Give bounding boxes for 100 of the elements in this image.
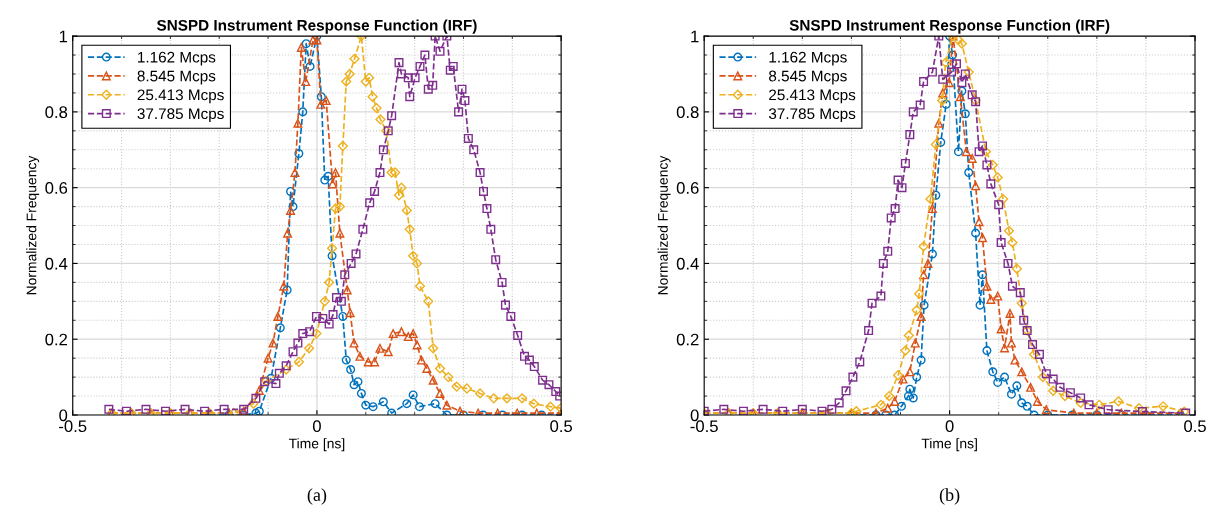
point [931,190,941,200]
point [905,367,915,377]
point [957,78,967,88]
point [884,390,895,402]
point [908,107,918,117]
point [974,147,984,157]
y-tick-label: 1 [691,30,699,43]
point [738,406,748,416]
point [957,86,967,96]
point [975,300,985,310]
y-tick-label: 0.6 [45,182,68,194]
point [298,107,308,117]
y-axis-title: Normalized Frequency [26,155,40,295]
point [841,386,851,396]
point [936,137,946,147]
point [947,67,957,77]
y-tick-label: 0.8 [676,106,699,119]
point [1059,390,1071,402]
point [1006,338,1016,348]
point [461,383,473,394]
point [474,388,486,399]
y-tick-label: 0.8 [45,106,68,119]
point [980,146,992,157]
point [293,356,304,368]
point [301,77,311,87]
chart-title: SNSPD Instrument Response Function (IRF) [156,19,477,34]
point [883,403,893,413]
point [1158,401,1169,412]
legend-label: 37.785 Mcps [768,108,856,123]
point [408,250,419,261]
point [378,397,388,407]
point [328,179,338,189]
point [304,343,315,354]
point [396,327,406,337]
point [1010,355,1020,365]
y-tick-label: 0.2 [676,333,699,346]
point [1055,382,1065,392]
point [370,357,380,367]
point [396,182,407,193]
point [1065,388,1075,398]
point [982,160,992,170]
point [919,270,929,280]
point [1028,349,1040,360]
point [335,228,345,238]
point [1048,374,1058,384]
point [341,355,351,365]
point [375,343,385,353]
point [900,345,911,356]
point [1076,393,1086,403]
point [900,158,910,168]
point [301,39,311,49]
point [279,281,289,291]
point [988,367,998,377]
point [938,88,948,98]
point [1026,382,1036,392]
point [883,246,893,256]
x-tick-label: 0.5 [550,420,573,433]
point [910,338,920,348]
point [993,377,1003,387]
y-tick-label: 0 [690,409,699,422]
point [834,398,844,408]
point [1017,398,1027,408]
point [1084,400,1094,410]
point [886,213,896,223]
point [987,159,998,171]
point [903,330,914,341]
text: (b) [939,488,960,505]
point [367,91,378,102]
point [827,404,837,414]
point [316,99,326,109]
point [414,281,426,292]
point [488,393,499,404]
point [1007,237,1018,248]
point [402,399,412,409]
point [408,329,418,339]
point [993,291,1003,301]
point [996,324,1006,334]
point [401,205,412,216]
point [971,228,981,238]
point [516,393,528,404]
point [296,42,306,52]
point [898,374,908,384]
point [349,53,360,64]
point [925,193,936,205]
point [893,175,903,185]
point [308,36,318,45]
point [890,203,900,214]
legend-label: 1.162 Mcps [138,51,216,66]
point [408,390,418,400]
point [848,372,858,382]
y-axis-title: Normalized Frequency [657,155,671,295]
point [758,404,768,414]
point [1032,396,1042,406]
point [320,175,330,185]
point [930,139,941,150]
point [986,294,996,304]
point [344,68,355,80]
point [919,77,929,87]
point [961,147,971,157]
point [1094,399,1105,410]
